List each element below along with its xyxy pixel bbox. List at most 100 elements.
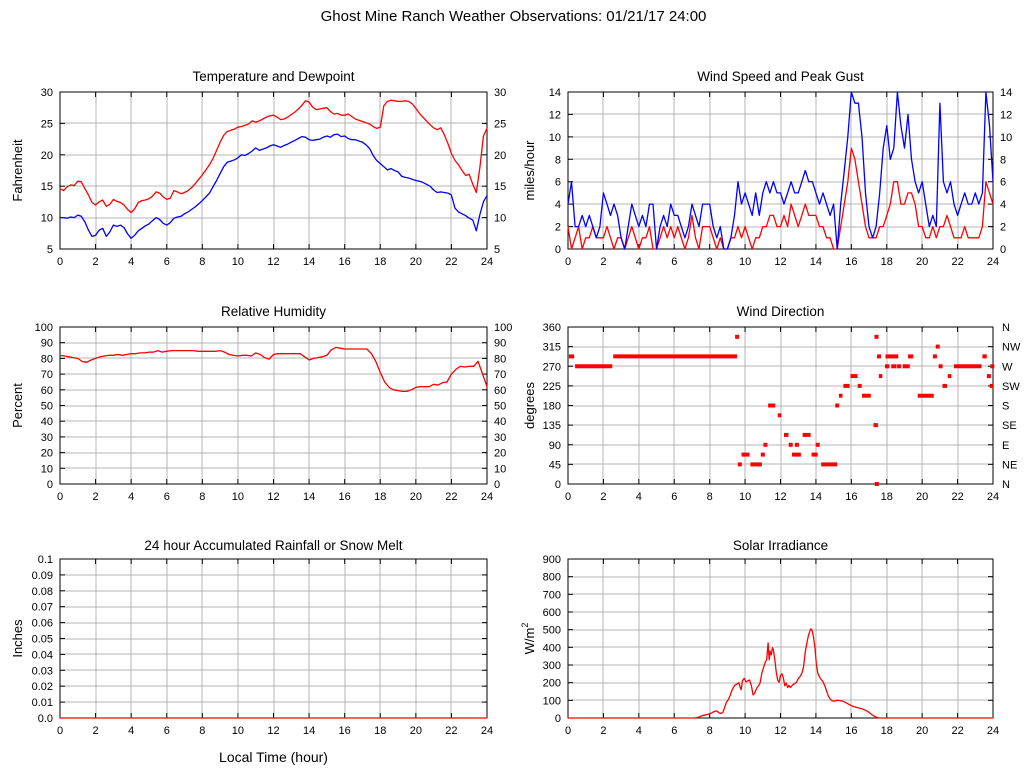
svg-text:6: 6 <box>1000 177 1006 189</box>
svg-text:5: 5 <box>47 244 53 256</box>
svg-text:200: 200 <box>543 678 561 690</box>
svg-text:8: 8 <box>199 725 205 737</box>
svg-text:24: 24 <box>481 725 493 737</box>
svg-text:0: 0 <box>565 256 571 268</box>
svg-text:NE: NE <box>1002 459 1017 471</box>
temperature-dewpoint-title: Temperature and Dewpoint <box>192 69 354 84</box>
svg-text:0: 0 <box>565 725 571 737</box>
svg-text:16: 16 <box>845 491 857 503</box>
svg-text:2: 2 <box>1000 222 1006 234</box>
svg-text:180: 180 <box>543 401 561 413</box>
svg-text:4: 4 <box>636 256 642 268</box>
svg-text:10: 10 <box>232 491 244 503</box>
svg-text:16: 16 <box>339 491 351 503</box>
svg-text:20: 20 <box>916 491 928 503</box>
svg-text:315: 315 <box>543 342 561 354</box>
svg-text:900: 900 <box>543 554 561 566</box>
svg-text:4: 4 <box>128 491 134 503</box>
temperature-dewpoint-axes <box>59 91 488 250</box>
svg-text:4: 4 <box>1000 199 1006 211</box>
svg-text:90: 90 <box>41 338 53 350</box>
svg-text:0: 0 <box>1000 244 1006 256</box>
svg-text:2: 2 <box>93 256 99 268</box>
relative-humidity-ylabel: Percent <box>10 383 25 428</box>
svg-text:20: 20 <box>494 448 506 460</box>
svg-text:12: 12 <box>774 725 786 737</box>
relative-humidity-series-relative-humidity <box>59 346 488 393</box>
svg-text:6: 6 <box>671 491 677 503</box>
svg-text:8: 8 <box>707 725 713 737</box>
svg-text:0.05: 0.05 <box>32 634 53 646</box>
svg-text:0: 0 <box>555 244 561 256</box>
svg-text:4: 4 <box>555 199 561 211</box>
svg-text:24: 24 <box>987 491 999 503</box>
svg-text:0: 0 <box>47 479 53 491</box>
svg-text:16: 16 <box>339 256 351 268</box>
svg-text:0: 0 <box>494 479 500 491</box>
svg-text:14: 14 <box>810 256 822 268</box>
svg-text:30: 30 <box>494 432 506 444</box>
temperature-dewpoint-series-temperature <box>59 99 488 214</box>
svg-text:0.08: 0.08 <box>32 586 53 598</box>
svg-text:45: 45 <box>549 459 561 471</box>
svg-text:100: 100 <box>35 322 53 334</box>
svg-text:0.04: 0.04 <box>32 649 53 661</box>
svg-text:8: 8 <box>199 256 205 268</box>
svg-text:20: 20 <box>41 448 53 460</box>
svg-text:0: 0 <box>57 725 63 737</box>
svg-text:4: 4 <box>636 491 642 503</box>
svg-text:S: S <box>1002 401 1009 413</box>
rainfall-title: 24 hour Accumulated Rainfall or Snow Mel… <box>144 538 402 553</box>
svg-text:0.03: 0.03 <box>32 665 53 677</box>
svg-text:14: 14 <box>303 256 315 268</box>
svg-text:22: 22 <box>445 256 457 268</box>
wind-speed-gust-series-peak-gust <box>567 91 994 250</box>
svg-text:24: 24 <box>481 491 493 503</box>
svg-text:15: 15 <box>494 181 506 193</box>
svg-text:14: 14 <box>1000 87 1012 99</box>
svg-text:0.06: 0.06 <box>32 618 53 630</box>
svg-text:8: 8 <box>555 154 561 166</box>
svg-text:0.02: 0.02 <box>32 681 53 693</box>
rainfall-xlabel: Local Time (hour) <box>219 749 328 765</box>
svg-text:8: 8 <box>1000 154 1006 166</box>
svg-text:12: 12 <box>267 491 279 503</box>
svg-text:16: 16 <box>845 256 857 268</box>
svg-text:80: 80 <box>41 353 53 365</box>
svg-text:16: 16 <box>339 725 351 737</box>
svg-text:12: 12 <box>267 725 279 737</box>
svg-text:20: 20 <box>410 256 422 268</box>
svg-text:2: 2 <box>555 222 561 234</box>
svg-text:6: 6 <box>164 491 170 503</box>
chart-accumulated-rainfall: 24 hour Accumulated Rainfall or Snow Mel… <box>10 538 493 765</box>
svg-text:6: 6 <box>164 256 170 268</box>
svg-text:22: 22 <box>445 491 457 503</box>
svg-text:22: 22 <box>951 725 963 737</box>
relative-humidity-axes <box>59 326 488 485</box>
svg-text:6: 6 <box>671 256 677 268</box>
svg-text:6: 6 <box>671 725 677 737</box>
svg-text:0.07: 0.07 <box>32 602 53 614</box>
svg-text:100: 100 <box>494 322 512 334</box>
svg-text:4: 4 <box>128 725 134 737</box>
svg-text:20: 20 <box>494 150 506 162</box>
svg-text:40: 40 <box>494 416 506 428</box>
temperature-dewpoint-grid <box>60 92 487 249</box>
svg-text:2: 2 <box>600 256 606 268</box>
svg-text:0: 0 <box>565 491 571 503</box>
svg-text:12: 12 <box>549 109 561 121</box>
svg-text:0.01: 0.01 <box>32 697 53 709</box>
wind-direction-grid <box>568 327 993 484</box>
svg-text:0: 0 <box>57 256 63 268</box>
rainfall-axes <box>59 558 488 719</box>
svg-text:10: 10 <box>232 256 244 268</box>
svg-text:14: 14 <box>303 725 315 737</box>
relative-humidity-title: Relative Humidity <box>221 304 326 319</box>
